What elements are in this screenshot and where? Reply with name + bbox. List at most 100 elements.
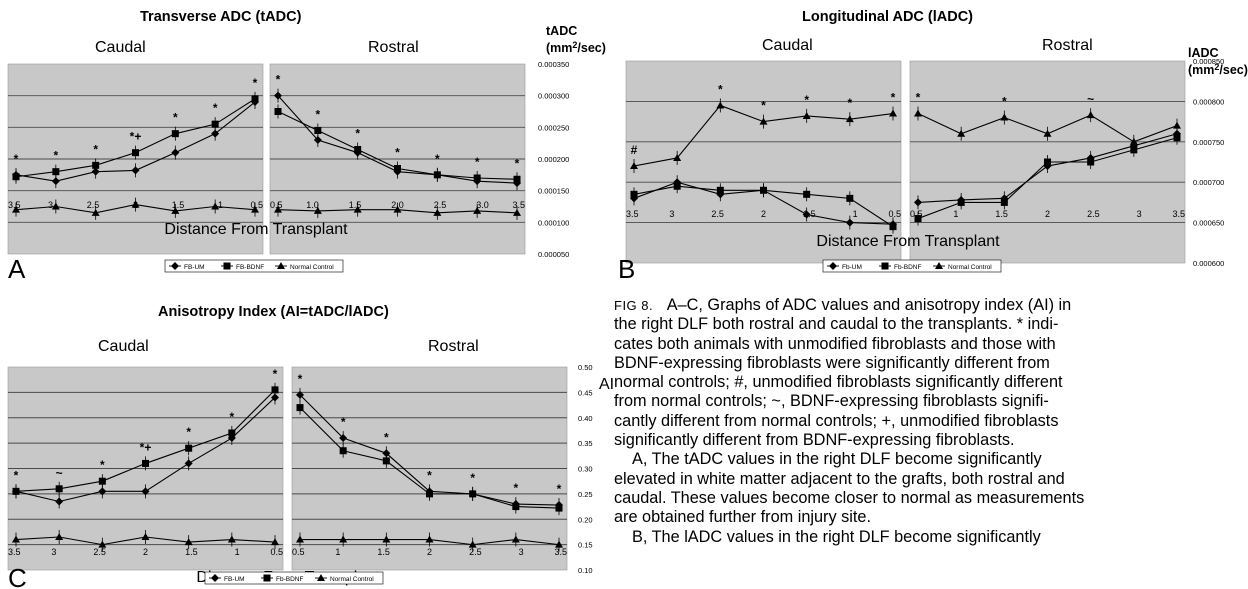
legend-label: Normal Control: [330, 576, 374, 583]
x-tick-label: 1: [853, 209, 858, 219]
data-point: [92, 161, 100, 169]
chart-title: Longitudinal ADC (lADC): [802, 9, 973, 25]
data-point: [1086, 111, 1095, 119]
caption-para-a-1: A, The tADC values in the right DLF beco…: [632, 450, 1042, 469]
y-tick-label: 0.000350: [538, 60, 569, 69]
significance-mark: *: [276, 73, 281, 87]
x-tick-label: 0.5: [270, 547, 283, 557]
significance-mark: *: [355, 127, 360, 141]
x-tick-label: 3.5: [8, 547, 21, 557]
y-tick-label: 0.45: [578, 388, 593, 397]
data-point: [957, 198, 965, 206]
y-tick-label: 0.000800: [1193, 97, 1224, 106]
significance-mark: *: [916, 91, 921, 105]
data-point: [1173, 121, 1181, 129]
x-tick-label: 1: [218, 200, 223, 210]
data-point: [313, 206, 322, 214]
y-axis-label: (mm2/sec): [546, 40, 606, 55]
data-point: [51, 202, 60, 210]
legend-marker: [881, 262, 889, 270]
data-point: [802, 210, 811, 219]
significance-mark: *: [173, 111, 178, 125]
x-tick-label: 0.5: [292, 547, 305, 557]
data-point: [171, 206, 180, 214]
legend-marker: [935, 262, 943, 269]
data-point: [211, 120, 219, 128]
data-point: [271, 393, 279, 402]
data-point: [382, 449, 391, 458]
caption-para-a-4: are obtained further from injury site.: [614, 508, 872, 527]
legend-label: Normal Control: [290, 264, 334, 271]
data-point: [889, 223, 897, 231]
x-tick-label: 3.0: [476, 200, 489, 210]
y-tick-label: 0.000200: [538, 155, 569, 164]
x-axis-label: Distance From Transplant: [164, 221, 348, 238]
significance-mark: *: [515, 156, 520, 170]
legend-marker: [829, 262, 837, 270]
data-point: [716, 101, 725, 109]
legend-marker: [263, 574, 271, 582]
significance-mark: *: [1002, 95, 1007, 109]
panel-letter: A: [8, 254, 26, 284]
data-point: [12, 205, 20, 213]
data-point: [914, 215, 922, 223]
data-point: [716, 186, 724, 194]
data-point: [555, 504, 563, 512]
data-point: [957, 129, 966, 137]
y-tick-label: 0.25: [578, 490, 593, 499]
data-point: [98, 487, 107, 496]
subplot-left: 3.5 3 2.5 2 1.5 1 0.5 * ~ * *+ * * *: [7, 366, 284, 571]
data-point: [511, 535, 520, 543]
data-point: [171, 130, 179, 138]
data-point: [1129, 137, 1138, 145]
data-point: [803, 190, 811, 198]
data-point: [98, 477, 106, 485]
caption-line-7: cantly different from normal controls; +…: [614, 411, 1059, 430]
y-tick-label: 0.000250: [538, 123, 569, 132]
data-point: [914, 198, 922, 207]
data-point: [1043, 129, 1052, 137]
legend-marker: [211, 574, 219, 582]
y-axis-label: tADC: [546, 24, 577, 38]
x-tick-label: 1.5: [377, 547, 390, 557]
x-tick-label: 2.5: [87, 200, 100, 210]
data-point: [211, 129, 220, 138]
significance-mark: *: [93, 142, 98, 156]
data-point: [313, 136, 322, 144]
data-point: [131, 200, 140, 208]
x-tick-label: 3.5: [512, 200, 525, 210]
plot-area: [625, 60, 902, 264]
data-point: [274, 205, 282, 213]
x-tick-label: 1.0: [306, 200, 319, 210]
x-tick-label: 3: [48, 200, 53, 210]
chart-A: Transverse ADC (tADC) Caudal Rostral tADC (m…: [7, 9, 606, 284]
y-tick-label: 0.000600: [1193, 259, 1224, 268]
data-point: [1130, 146, 1138, 154]
x-tick-label: 0.5: [250, 200, 263, 210]
y-tick-label: 0.20: [578, 515, 593, 524]
significance-mark: *: [475, 155, 480, 169]
caption-line-2: the right DLF both rostral and caudal to…: [614, 315, 1059, 334]
significance-mark: ~: [1087, 92, 1094, 106]
y-tick-label: 0.000150: [538, 187, 569, 196]
data-point: [296, 390, 304, 399]
caption-line-8: significantly different from BDNF-expres…: [614, 431, 1015, 450]
data-point: [131, 166, 140, 175]
significance-mark: ~: [56, 466, 63, 480]
caption-text: A–C, Graphs of ADC values and anisotropy…: [666, 296, 1072, 314]
data-point: [1087, 158, 1095, 166]
significance-mark: *: [847, 96, 852, 110]
y-tick-label: 0.000750: [1193, 138, 1224, 147]
data-point: [51, 177, 60, 186]
x-tick-label: 2: [427, 547, 432, 557]
data-point: [759, 117, 768, 125]
data-point: [271, 538, 279, 546]
data-point: [846, 194, 854, 202]
x-tick-label: 2.5: [469, 547, 482, 557]
data-point: [555, 540, 563, 548]
data-point: [274, 91, 282, 100]
data-point: [314, 127, 322, 134]
x-tick-label: 1.5: [185, 547, 198, 557]
data-point: [339, 447, 347, 455]
